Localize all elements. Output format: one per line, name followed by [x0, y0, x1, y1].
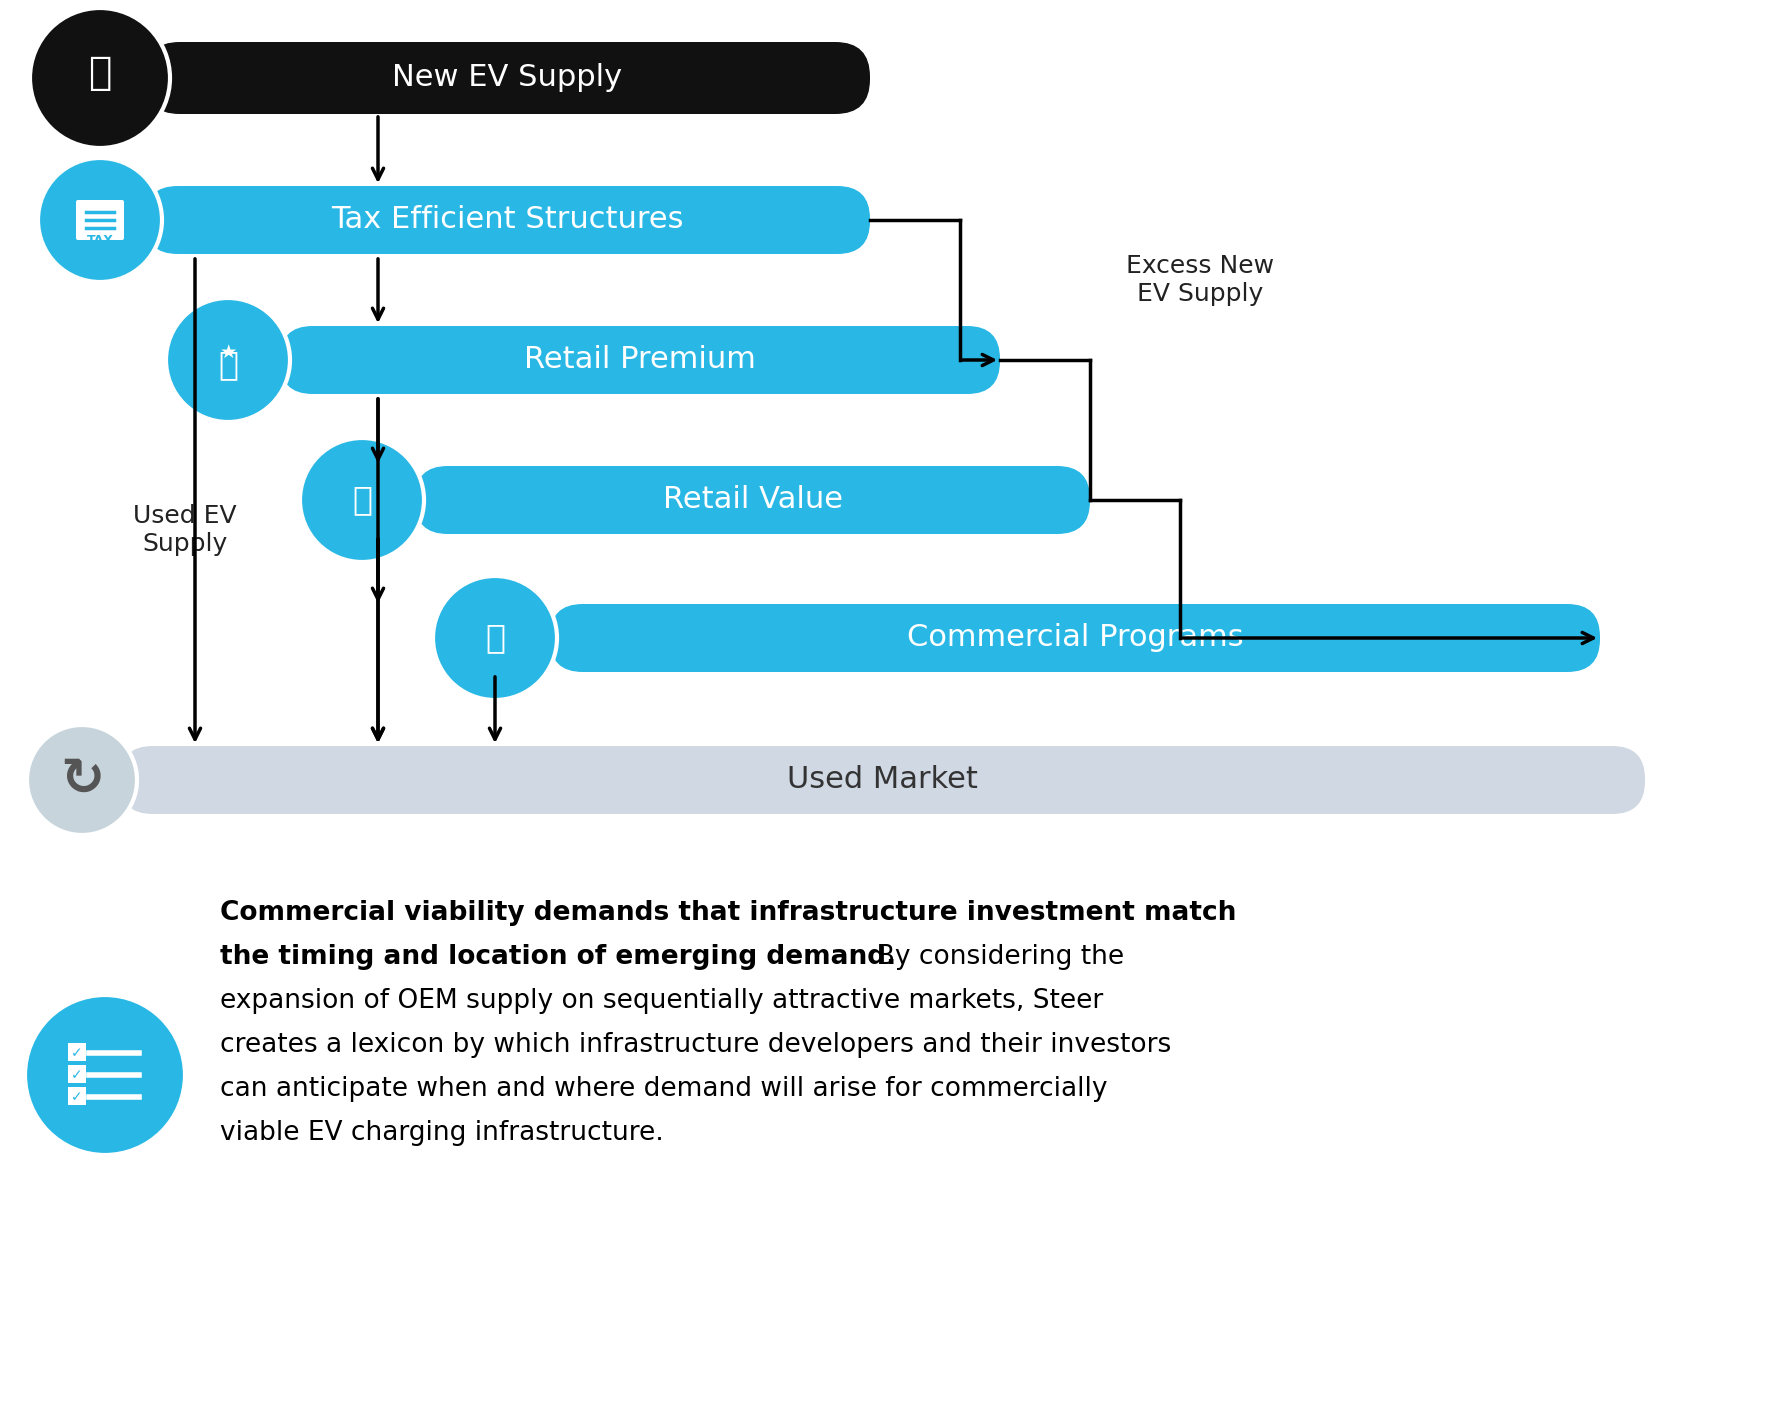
Text: New EV Supply: New EV Supply — [392, 64, 622, 92]
Text: expansion of OEM supply on sequentially attractive markets, Steer: expansion of OEM supply on sequentially … — [221, 988, 1103, 1015]
Text: 🚗: 🚗 — [88, 54, 111, 92]
FancyBboxPatch shape — [145, 43, 869, 114]
Text: Tax Efficient Structures: Tax Efficient Structures — [330, 205, 684, 235]
Circle shape — [39, 158, 163, 282]
Circle shape — [30, 9, 170, 148]
Text: 🛒: 🛒 — [217, 349, 239, 381]
Text: ↻: ↻ — [60, 754, 104, 805]
Text: Commercial Programs: Commercial Programs — [906, 623, 1244, 653]
Circle shape — [27, 724, 138, 835]
FancyBboxPatch shape — [67, 1087, 87, 1106]
Text: 🏪: 🏪 — [484, 622, 505, 655]
Text: ✓: ✓ — [71, 1046, 83, 1060]
Text: ★: ★ — [219, 343, 237, 361]
Text: creates a lexicon by which infrastructure developers and their investors: creates a lexicon by which infrastructur… — [221, 1032, 1172, 1057]
FancyBboxPatch shape — [279, 326, 1000, 394]
Text: the timing and location of emerging demand.: the timing and location of emerging dema… — [221, 943, 896, 970]
Text: Used Market: Used Market — [786, 766, 977, 794]
FancyBboxPatch shape — [67, 1064, 87, 1083]
Circle shape — [433, 576, 557, 700]
Text: ✓: ✓ — [71, 1069, 83, 1081]
FancyBboxPatch shape — [120, 746, 1645, 814]
Text: viable EV charging infrastructure.: viable EV charging infrastructure. — [221, 1120, 664, 1146]
Text: ✓: ✓ — [71, 1090, 83, 1104]
FancyBboxPatch shape — [67, 1043, 87, 1062]
FancyBboxPatch shape — [145, 186, 869, 253]
Text: By considering the: By considering the — [861, 943, 1124, 970]
Text: Commercial viability demands that infrastructure investment match: Commercial viability demands that infras… — [221, 899, 1237, 926]
FancyBboxPatch shape — [76, 201, 124, 240]
Circle shape — [300, 438, 424, 562]
Text: TAX: TAX — [87, 233, 113, 246]
Text: Used EV
Supply: Used EV Supply — [133, 504, 237, 556]
Text: Retail Premium: Retail Premium — [525, 346, 756, 374]
Text: Excess New
EV Supply: Excess New EV Supply — [1126, 255, 1274, 306]
Circle shape — [166, 297, 290, 423]
Text: Retail Value: Retail Value — [663, 485, 843, 515]
Circle shape — [25, 995, 186, 1155]
FancyBboxPatch shape — [415, 465, 1090, 534]
Text: can anticipate when and where demand will arise for commercially: can anticipate when and where demand wil… — [221, 1076, 1108, 1101]
FancyBboxPatch shape — [550, 603, 1599, 672]
Text: 🛒: 🛒 — [352, 484, 373, 517]
